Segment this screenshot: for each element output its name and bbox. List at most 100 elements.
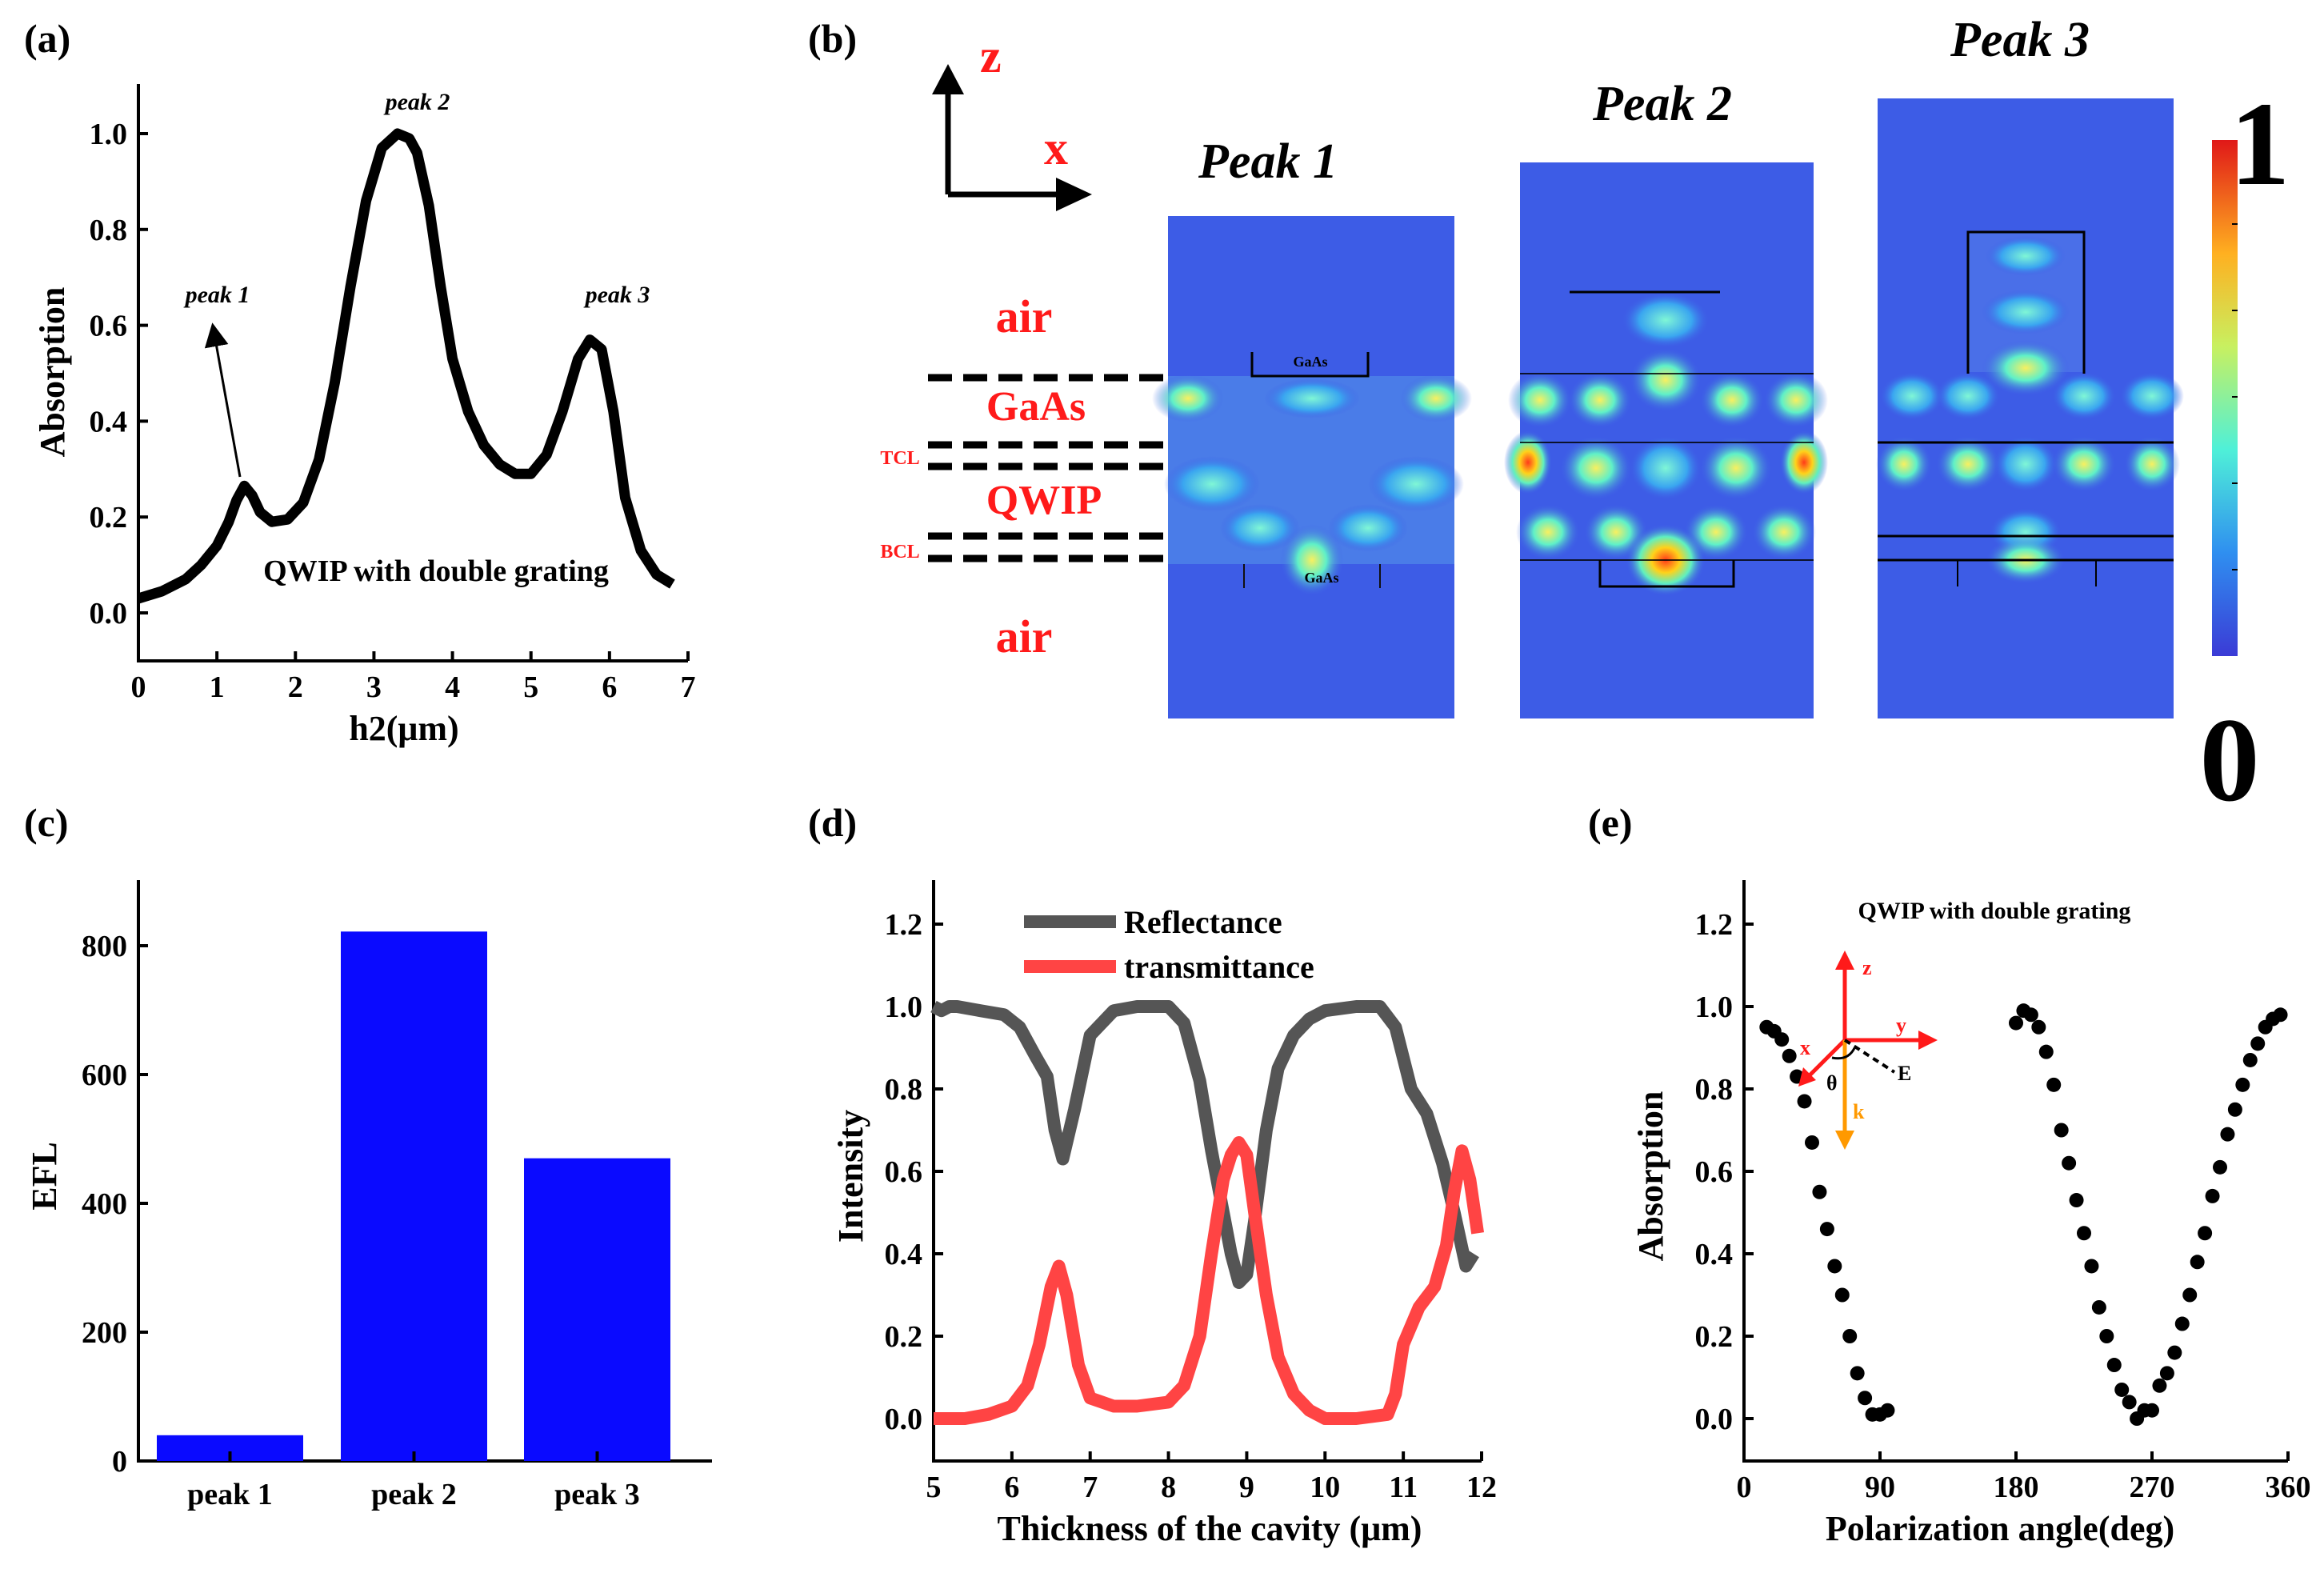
panel-e-y-tick-label: 1.0 xyxy=(1695,991,1734,1024)
panel-d-x-tick-label: 6 xyxy=(1004,1471,1019,1504)
panel-a-yticks: 0.0 0.2 0.4 0.6 0.8 1.0 xyxy=(90,118,148,630)
data-point xyxy=(2182,1287,2198,1303)
data-point xyxy=(2009,1015,2023,1031)
panel-e-y-tick-label: 0.6 xyxy=(1695,1155,1734,1189)
data-point xyxy=(2046,1077,2062,1092)
panel-e-yticks: 0.0 0.2 0.4 0.6 0.8 1.0 1.2 xyxy=(1695,908,1754,1436)
panel-e-xlabel: Polarization angle(deg) xyxy=(1826,1509,2174,1548)
data-point xyxy=(2213,1159,2227,1175)
colorbar-ticks xyxy=(2232,223,2238,570)
panel-d-x-tick-label: 8 xyxy=(1161,1471,1176,1504)
data-point xyxy=(2220,1127,2235,1142)
panel-a-x-tick-label: 7 xyxy=(681,670,696,704)
data-point xyxy=(2227,1102,2242,1117)
colorbar-min-label: 0 xyxy=(2200,694,2260,827)
inset-x-label: x xyxy=(1800,1036,1810,1059)
panel-d-x-tick-label: 5 xyxy=(926,1471,942,1504)
data-point xyxy=(2077,1226,2091,1241)
axis-x-label: x xyxy=(1044,122,1068,174)
panel-e-y-tick-label: 1.2 xyxy=(1695,908,1734,942)
panel-e-y-tick-label: 0.8 xyxy=(1695,1073,1734,1107)
data-point xyxy=(1797,1094,1812,1109)
panel-c: (c) 0 200 400 600 800 peak 1 peak 2 peak 3 EFL xyxy=(24,800,712,1511)
grating-bottom-label: GaAs xyxy=(1304,570,1338,586)
data-point xyxy=(2205,1188,2220,1203)
data-point xyxy=(1805,1135,1819,1150)
panel-e-y-tick-label: 0.4 xyxy=(1695,1238,1734,1271)
panel-d-x-tick-label: 12 xyxy=(1466,1471,1497,1504)
inset-theta-label: θ xyxy=(1826,1071,1838,1095)
peak-2-field-map xyxy=(1504,162,1828,718)
layer-air-bottom: air xyxy=(996,610,1053,662)
panel-e-ylabel: Absorption xyxy=(1631,1091,1670,1262)
panel-a-y-tick-label: 1.0 xyxy=(90,118,128,151)
category-label: peak 2 xyxy=(371,1478,457,1511)
panel-e-x-tick-label: 90 xyxy=(1865,1471,1895,1504)
panel-a-x-tick-label: 2 xyxy=(288,670,303,704)
legend-reflectance-label: Reflectance xyxy=(1124,904,1282,940)
inset-z-label: z xyxy=(1862,956,1872,979)
panel-e-x-tick-label: 180 xyxy=(1994,1471,2039,1504)
panel-a-y-tick-label: 0.8 xyxy=(90,214,128,247)
panel-e-points xyxy=(1759,1003,2288,1426)
panel-a-xticks: 0 1 2 3 4 5 6 7 xyxy=(131,651,696,704)
panel-d-y-tick-label: 0.0 xyxy=(885,1403,923,1436)
legend-transmittance-label: transmittance xyxy=(1124,949,1314,985)
data-point xyxy=(1774,1032,1790,1047)
axis-z-label: z xyxy=(980,30,1002,82)
panel-d-y-tick-label: 0.6 xyxy=(885,1155,923,1189)
panel-c-y-tick-label: 800 xyxy=(82,930,127,963)
data-point xyxy=(1842,1329,1858,1343)
panel-a-x-tick-label: 1 xyxy=(210,670,225,704)
panel-d-x-tick-label: 10 xyxy=(1310,1471,1340,1504)
panel-a-label: (a) xyxy=(24,16,70,61)
panel-a-y-tick-label: 0.6 xyxy=(90,310,128,343)
panel-c-y-tick-label: 600 xyxy=(82,1059,127,1092)
panel-b-label: (b) xyxy=(808,16,857,61)
data-point xyxy=(1812,1184,1827,1199)
data-point xyxy=(2273,1007,2288,1023)
panel-e-xticks: 0 90 180 270 360 xyxy=(1737,1451,2311,1504)
annotation-peak-3: peak 3 xyxy=(583,282,650,308)
data-point xyxy=(2235,1077,2250,1092)
panel-a-ylabel: Absorption xyxy=(33,287,72,458)
panel-c-bars xyxy=(157,931,670,1461)
data-point xyxy=(2198,1226,2213,1241)
panel-d-x-tick-label: 11 xyxy=(1389,1471,1418,1504)
data-point xyxy=(2167,1345,2182,1360)
panel-c-yticks: 0 200 400 600 800 xyxy=(82,930,148,1479)
data-point xyxy=(2054,1123,2069,1138)
panel-d-y-tick-label: 0.4 xyxy=(885,1238,923,1271)
category-label: peak 1 xyxy=(187,1478,273,1511)
absorption-curve xyxy=(137,128,675,604)
data-point xyxy=(1880,1403,1895,1418)
panel-d-y-tick-label: 0.8 xyxy=(885,1073,923,1107)
inset-axes: z y x θ E k xyxy=(1798,951,1938,1150)
data-point xyxy=(2031,1019,2046,1035)
peak-1-field-map: GaAs GaAs xyxy=(1152,216,1472,718)
panel-d-y-tick-label: 0.2 xyxy=(885,1320,923,1354)
data-point xyxy=(2114,1382,2130,1397)
panel-c-ylabel: EFL xyxy=(25,1142,64,1211)
panel-d-y-tick-label: 1.2 xyxy=(885,908,923,942)
panel-d-xlabel: Thickness of the cavity (μm) xyxy=(998,1509,1422,1548)
data-point xyxy=(2023,1007,2038,1023)
data-point xyxy=(2122,1395,2137,1410)
panel-e-axes xyxy=(1742,880,2288,1463)
layer-tcl: TCL xyxy=(880,448,919,469)
data-point xyxy=(2106,1358,2122,1373)
data-point xyxy=(2062,1155,2077,1171)
panel-a-y-tick-label: 0.0 xyxy=(90,597,128,630)
panel-e-x-tick-label: 270 xyxy=(2130,1471,2175,1504)
data-point xyxy=(2091,1299,2106,1315)
panel-a-y-tick-label: 0.4 xyxy=(90,405,128,438)
panel-c-label: (c) xyxy=(24,800,69,845)
peak-3-title: Peak 3 xyxy=(1950,13,2090,67)
panel-a-x-tick-label: 0 xyxy=(131,670,146,704)
panel-a-x-tick-label: 6 xyxy=(602,670,617,704)
panel-d-x-tick-label: 9 xyxy=(1239,1471,1254,1504)
peak-2-title: Peak 2 xyxy=(1592,77,1732,131)
panel-c-y-tick-label: 200 xyxy=(82,1316,127,1350)
peak-1-title: Peak 1 xyxy=(1198,134,1338,189)
data-point xyxy=(2084,1259,2099,1274)
